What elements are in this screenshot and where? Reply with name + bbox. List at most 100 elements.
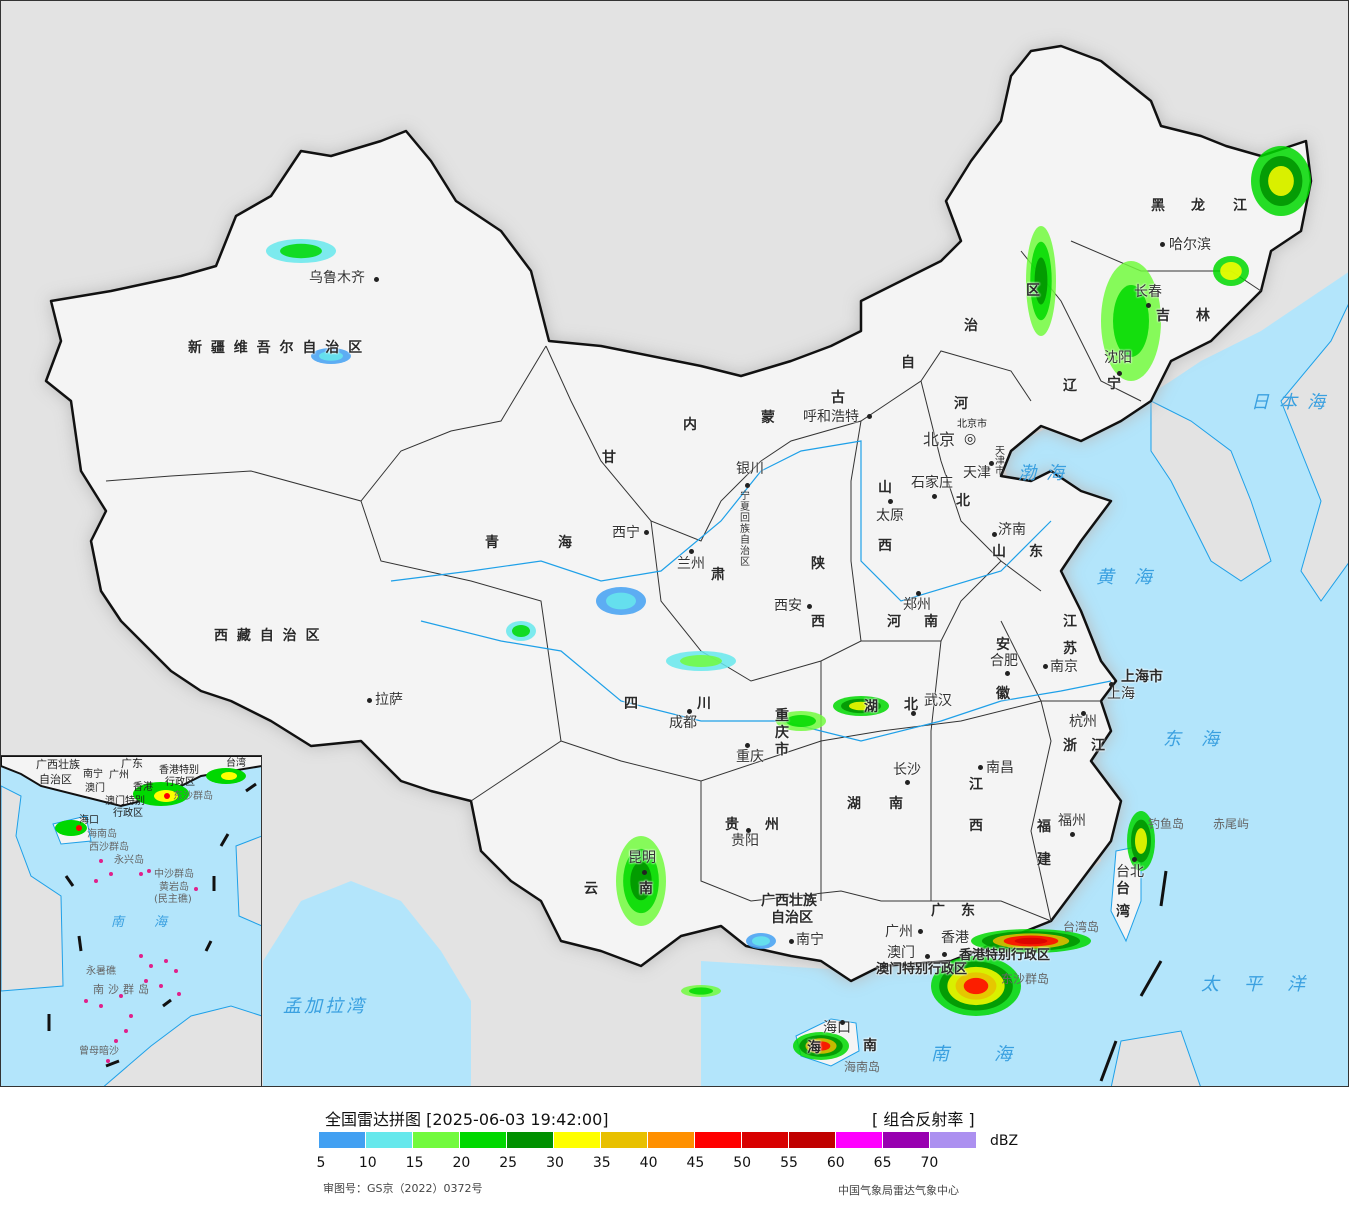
city-tianjin[interactable]: 天津 — [963, 465, 991, 481]
city-macau[interactable]: 澳门 — [887, 945, 915, 961]
legend-swatch — [507, 1132, 553, 1148]
city-taiyuan[interactable]: 太原 — [876, 508, 904, 524]
label-qinghai-1: 青 — [485, 535, 499, 551]
label-bohai: 渤海 — [1018, 463, 1074, 484]
city-dot — [745, 743, 750, 748]
city-nanning[interactable]: 南宁 — [796, 932, 824, 948]
label-ningxia-6: 治 — [740, 546, 750, 557]
inset-label-hk-sar: 香港特别 — [159, 765, 199, 776]
inset-label-hongkong: 香港 — [133, 782, 153, 793]
radar-map[interactable]: 新 疆 维 吾 尔 自 治 区 西 藏 自 治 区 青 海 甘 肃 内 蒙 古 … — [0, 0, 1349, 1087]
city-dot — [746, 828, 751, 833]
city-hefei[interactable]: 合肥 — [990, 653, 1018, 669]
legend-tick: 45 — [686, 1155, 705, 1171]
label-hebei-1: 河 — [954, 396, 968, 412]
city-hohhot[interactable]: 呼和浩特 — [803, 409, 859, 425]
city-wuhan[interactable]: 武汉 — [924, 693, 952, 709]
radar-echo — [1268, 166, 1294, 196]
city-dot — [367, 698, 372, 703]
label-shaanxi-2: 西 — [811, 614, 825, 630]
city-zhengzhou[interactable]: 郑州 — [903, 597, 931, 613]
city-dot — [1132, 857, 1137, 862]
label-guangxi-2: 自治区 — [771, 910, 813, 926]
label-neimenggu-1: 内 — [683, 417, 697, 433]
legend-swatch — [789, 1132, 835, 1148]
city-harbin[interactable]: 哈尔滨 — [1169, 237, 1211, 253]
radar-echo — [512, 625, 530, 637]
label-sea-of-japan: 日本海 — [1251, 392, 1335, 413]
label-anhui-1: 安 — [996, 637, 1010, 653]
city-chengdu[interactable]: 成都 — [669, 715, 697, 731]
label-shandong-1: 山 — [992, 544, 1006, 560]
city-guiyang[interactable]: 贵阳 — [731, 833, 759, 849]
city-dot — [840, 1020, 845, 1025]
radar-echoes — [266, 146, 1311, 1060]
city-guangzhou[interactable]: 广州 — [885, 924, 913, 940]
label-taiwan-2: 湾 — [1116, 904, 1130, 920]
inset-label-dongsha: 东沙群岛 — [173, 791, 213, 802]
city-kunming[interactable]: 昆明 — [628, 850, 656, 866]
city-dot — [932, 494, 937, 499]
city-dot — [989, 461, 994, 466]
radar-echo — [680, 655, 722, 667]
label-qinghai-2: 海 — [558, 535, 572, 551]
label-east-china-sea: 东海 — [1163, 729, 1239, 750]
city-taipei[interactable]: 台北 — [1116, 864, 1144, 880]
city-yinchuan[interactable]: 银川 — [736, 461, 764, 477]
label-chiwei: 赤尾屿 — [1213, 817, 1250, 831]
label-ningxia-3: 回 — [740, 513, 750, 524]
legend-swatch — [554, 1132, 600, 1148]
city-shijiazhuang[interactable]: 石家庄 — [911, 475, 953, 491]
city-changsha[interactable]: 长沙 — [893, 762, 921, 778]
city-shanghai[interactable]: 上海 — [1107, 686, 1135, 702]
label-yellow-sea: 黄海 — [1096, 567, 1172, 588]
city-dot — [867, 414, 872, 419]
label-chongqing-2: 庆 — [775, 725, 789, 741]
city-nanjing[interactable]: 南京 — [1050, 659, 1078, 675]
label-fujian-1: 福 — [1037, 819, 1051, 835]
city-dot — [642, 870, 647, 875]
radar-echo — [786, 715, 816, 727]
city-shenyang[interactable]: 沈阳 — [1104, 350, 1132, 366]
legend-swatch — [836, 1132, 882, 1148]
radar-echo — [280, 243, 322, 259]
review-number: 审图号：GS京（2022）0372号 — [323, 1182, 483, 1195]
city-xining[interactable]: 西宁 — [612, 525, 640, 541]
radar-echo — [1113, 285, 1149, 357]
label-hk-sar: 香港特别行政区 — [959, 948, 1051, 963]
city-hangzhou[interactable]: 杭州 — [1069, 714, 1097, 730]
label-neimenggu-5: 治 — [964, 318, 978, 334]
label-chongqing-3: 市 — [775, 742, 789, 758]
legend-swatch — [460, 1132, 506, 1148]
japan-land — [1280, 304, 1348, 602]
legend-tick: 20 — [452, 1155, 471, 1171]
label-neimenggu-6: 区 — [1026, 283, 1040, 299]
label-ningxia-4: 族 — [740, 524, 750, 535]
city-dot — [1146, 303, 1151, 308]
city-hongkong[interactable]: 香港 — [941, 930, 969, 946]
city-changchun[interactable]: 长春 — [1134, 284, 1162, 300]
city-urumqi[interactable]: 乌鲁木齐 — [309, 270, 365, 286]
city-chongqing[interactable]: 重庆 — [736, 749, 764, 765]
label-liaoning-2: 宁 — [1107, 376, 1121, 392]
radar-echo — [849, 701, 873, 711]
city-nanchang[interactable]: 南昌 — [986, 760, 1014, 776]
legend-tick: 55 — [780, 1155, 798, 1171]
label-guangdong-1: 广 — [931, 903, 945, 919]
bay-of-bengal — [263, 881, 471, 1086]
city-haikou[interactable]: 海口 — [823, 1020, 851, 1036]
label-guizhou-2: 州 — [765, 817, 779, 833]
agency-name: 中国气象局雷达气象中心 — [838, 1184, 959, 1197]
city-lanzhou[interactable]: 兰州 — [677, 556, 705, 572]
korea-land — [1150, 400, 1272, 582]
city-dot — [689, 549, 694, 554]
inset-label-hainan-island: 海南岛 — [87, 829, 117, 840]
city-lhasa[interactable]: 拉萨 — [375, 692, 403, 708]
label-ningxia: 宁夏回族自治区 — [740, 491, 752, 568]
label-anhui-2: 徽 — [996, 686, 1010, 702]
city-fuzhou[interactable]: 福州 — [1058, 813, 1086, 829]
city-dot — [918, 929, 923, 934]
city-jinan[interactable]: 济南 — [998, 522, 1026, 538]
city-xian[interactable]: 西安 — [774, 598, 802, 614]
city-beijing[interactable]: 北京 — [923, 430, 956, 449]
